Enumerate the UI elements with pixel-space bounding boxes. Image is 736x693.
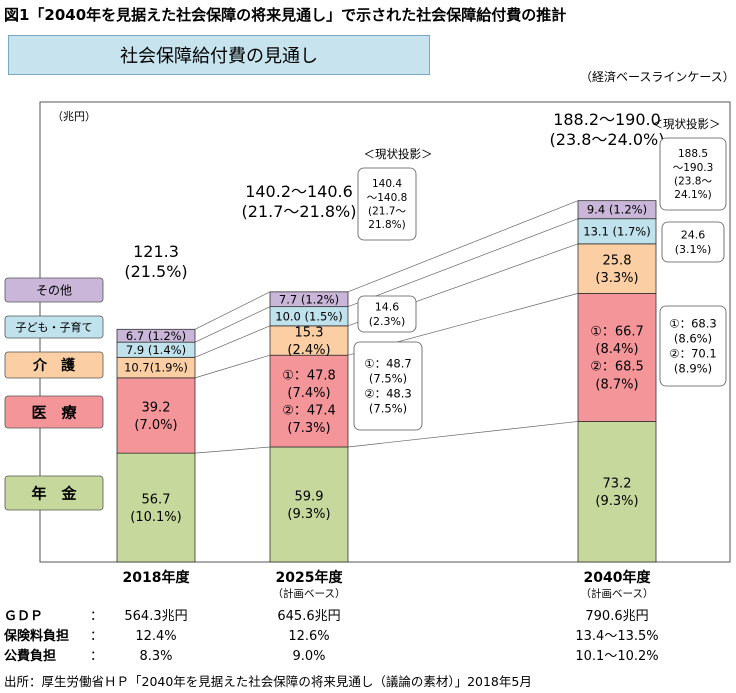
footer-colon-0: ： — [90, 609, 103, 624]
category-label-2: 2040年度 — [584, 569, 652, 586]
connector-line-0-3 — [194, 306, 271, 343]
footer-value-0-1: 645.6兆円 — [277, 609, 340, 624]
total-label-0: 121.3 (21.5%) — [124, 242, 187, 281]
bar-segment-2-4 — [577, 200, 657, 220]
segment-label-0-0: 56.7 (10.1%) — [130, 492, 181, 525]
segment-label-1-4: 7.7 (1.2%) — [279, 292, 339, 306]
legend-swatch-1 — [4, 315, 104, 339]
segment-label-2-0: 73.2 (9.3%) — [595, 477, 638, 510]
segment-label-0-1: 39.2 (7.0%) — [134, 400, 177, 433]
legend-label-0: その他 — [36, 283, 72, 297]
bar-segment-1-2 — [269, 325, 349, 356]
legend-label-2: 介 護 — [32, 357, 76, 374]
bar-segment-2-0 — [577, 421, 657, 563]
chart-title: 社会保障給付費の見通し — [120, 46, 318, 67]
category-sublabel-2: （計画ベース） — [581, 587, 654, 600]
footer-label-0: ＧＤＰ — [4, 609, 43, 624]
total-label-2: 188.2〜190.0 (23.8〜24.0%) — [550, 110, 665, 149]
footer-colon-1: ： — [90, 629, 103, 644]
projection-2040-total-box — [659, 137, 727, 211]
legend-label-1: 子ども・子育て — [16, 320, 93, 334]
segment-label-2-2: 25.8 (3.3%) — [595, 253, 638, 286]
bar-segment-2-2 — [577, 243, 657, 294]
footer-label-1: 保険料負担 — [3, 628, 69, 644]
bar-segment-0-4 — [116, 328, 196, 343]
footer-value-0-0: 564.3兆円 — [124, 609, 187, 624]
bar-segment-0-0 — [116, 452, 196, 563]
connector-line-0-2 — [194, 325, 271, 358]
legend-label-3: 医 療 — [31, 403, 77, 421]
unit-label: （兆円） — [52, 110, 96, 123]
legend-label-4: 年 金 — [31, 484, 77, 502]
footer-value-2-1: 9.0% — [292, 649, 325, 664]
total-label-1: 140.2〜140.6 (21.7〜21.8%) — [242, 182, 357, 221]
footer-value-1-0: 12.4% — [135, 629, 176, 644]
connector-line-1-4 — [347, 200, 579, 293]
segment-label-0-4: 6.7 (1.2%) — [126, 329, 186, 343]
case-label: （経済ベースラインケース） — [580, 70, 735, 84]
category-label-0: 2018年度 — [123, 569, 191, 586]
projection-2040-care-box — [661, 221, 725, 263]
source-note: 出所：厚生労働省ＨＰ「2040年を見据えた社会保障の将来見通し（議論の素材）」2… — [4, 674, 532, 689]
segment-label-1-2: 15.3 (2.4%) — [287, 325, 330, 358]
bar-segment-1-0 — [269, 446, 349, 563]
projection-2040-medical-box — [659, 305, 727, 387]
segment-label-2-1: ①：66.7 (8.4%) ②：68.5 (8.7%) — [590, 325, 644, 393]
legend-swatch-0 — [4, 277, 104, 303]
footer-value-1-2: 13.4〜13.5% — [575, 629, 658, 644]
connector-line-0-0 — [194, 446, 271, 454]
segment-label-1-1: ①：47.8 (7.4%) ②：47.4 (7.3%) — [282, 368, 336, 436]
projection-2025-medical-box — [353, 341, 423, 431]
bar-segment-2-1 — [577, 292, 657, 422]
footer-label-2: 公費負担 — [4, 648, 56, 664]
projection-2025-total-box — [357, 167, 417, 241]
connector-line-0-4 — [194, 291, 271, 330]
figure-title: 図1「2040年を見据えた社会保障の将来見通し」で示された社会保障給付費の推計 — [4, 6, 567, 24]
projection-2040-medical-text: ①：68.3 (8.6%) ②：70.1 (8.9%) — [669, 317, 716, 376]
category-sublabel-1: （計画ベース） — [273, 587, 346, 600]
projection-2040-care-text: 24.6 (3.1%) — [675, 229, 712, 256]
segment-label-1-3: 10.0 (1.5%) — [275, 309, 342, 323]
connector-line-1-3 — [347, 218, 579, 307]
segment-label-2-3: 13.1 (1.7%) — [583, 224, 650, 238]
footer-colon-2: ： — [90, 649, 103, 664]
current-projection-label-2040: ＜現状投影＞ — [652, 117, 721, 131]
bar-segment-1-4 — [269, 291, 349, 308]
connector-line-0-1 — [194, 354, 271, 379]
projection-2025-care-box — [357, 295, 417, 333]
projection-2025-medical-text: ①：48.7 (7.5%) ②：48.3 (7.5%) — [364, 357, 411, 416]
projection-2025-care-text: 14.6 (2.3%) — [369, 301, 406, 328]
connector-line-1-0 — [347, 421, 579, 448]
footer-value-0-2: 790.6兆円 — [585, 609, 648, 624]
legend-swatch-3 — [4, 395, 104, 429]
chart-title-box: 社会保障給付費の見通し — [8, 35, 430, 75]
legend-swatch-4 — [4, 475, 104, 511]
category-label-1: 2025年度 — [276, 569, 344, 586]
footer-value-2-0: 8.3% — [139, 649, 172, 664]
bar-segment-0-1 — [116, 377, 196, 454]
bar-segment-1-1 — [269, 354, 349, 448]
segment-label-2-4: 9.4 (1.2%) — [587, 203, 647, 217]
projection-2040-total-text: 188.5 〜190.3 (23.8〜 24.1%) — [673, 148, 714, 201]
segment-label-0-3: 7.9 (1.4%) — [126, 343, 186, 357]
footer-value-1-1: 12.6% — [288, 629, 329, 644]
segment-label-1-0: 59.9 (9.3%) — [287, 489, 330, 522]
segment-label-0-2: 10.7(1.9%) — [124, 361, 188, 375]
projection-2025-total-text: 140.4 〜140.8 (21.7〜 21.8%) — [367, 178, 408, 231]
current-projection-label-2025: ＜現状投影＞ — [364, 147, 433, 161]
bar-segment-2-3 — [577, 218, 657, 245]
legend-swatch-2 — [4, 351, 104, 379]
footer-value-2-2: 10.1〜10.2% — [575, 649, 658, 664]
